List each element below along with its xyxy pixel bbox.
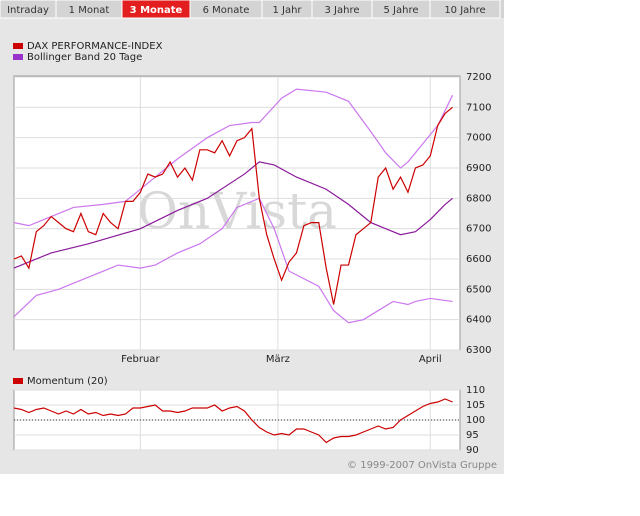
- tab-label[interactable]: 10 Jahre: [444, 5, 485, 16]
- series-line: [13, 106, 453, 305]
- x-tick-label: April: [419, 354, 442, 365]
- y-tick-label: 6900: [466, 163, 491, 174]
- y-tick-label: 6600: [466, 254, 491, 265]
- y-tick-label: 6500: [466, 284, 491, 295]
- legend-label: Momentum (20): [27, 376, 108, 387]
- y-tick-label: 6400: [466, 315, 491, 326]
- legend-swatch: [13, 43, 23, 49]
- bollinger-upper: [13, 88, 454, 227]
- x-tick-label: Februar: [121, 354, 160, 365]
- bollinger-middle: [13, 161, 453, 269]
- main-plot: [13, 75, 461, 351]
- y-tick-label: 110: [466, 385, 485, 396]
- x-tick-label: März: [266, 354, 290, 365]
- tab-label[interactable]: 1 Monat: [69, 5, 110, 16]
- legend-swatch: [13, 54, 23, 60]
- legend-label: DAX PERFORMANCE-INDEX: [27, 41, 163, 52]
- legend-label: Bollinger Band 20 Tage: [27, 52, 142, 63]
- tab-label[interactable]: 5 Jahre: [384, 5, 419, 16]
- y-tick-label: 7200: [466, 72, 491, 83]
- y-tick-label: 7100: [466, 102, 491, 113]
- y-tick-label: 6300: [466, 345, 491, 356]
- tab-label[interactable]: 3 Monate: [130, 5, 183, 16]
- y-tick-label: 105: [466, 400, 485, 411]
- copyright: © 1999-2007 OnVista Gruppe: [347, 460, 497, 471]
- legend-swatch: [13, 378, 23, 384]
- tab-label[interactable]: 3 Jahre: [325, 5, 360, 16]
- tab-label[interactable]: Intraday: [7, 5, 49, 16]
- y-tick-label: 6800: [466, 193, 491, 204]
- tab[interactable]: [429, 0, 501, 19]
- y-tick-label: 95: [466, 430, 479, 441]
- watermark: OnVista: [137, 182, 337, 240]
- tab-label[interactable]: 1 Jahr: [272, 5, 302, 16]
- y-tick-label: 100: [466, 415, 485, 426]
- y-tick-label: 6700: [466, 224, 491, 235]
- y-tick-label: 90: [466, 445, 479, 456]
- series-line: [13, 398, 453, 444]
- tab-label[interactable]: 6 Monate: [203, 5, 250, 16]
- y-tick-label: 7000: [466, 133, 491, 144]
